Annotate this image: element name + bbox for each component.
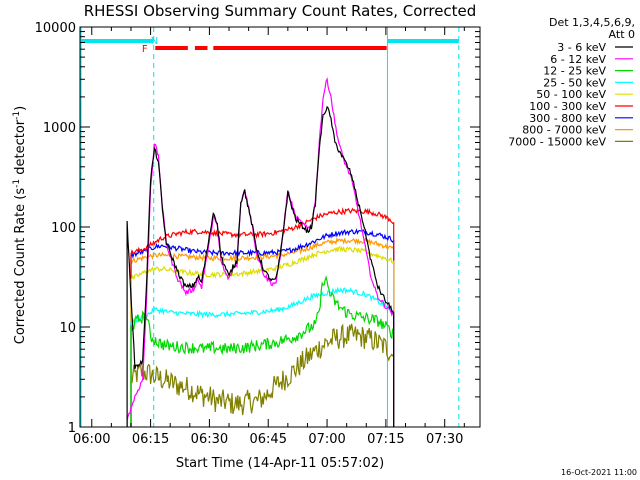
x-tick-label-1: 06:15 xyxy=(132,432,169,447)
series-line-8 xyxy=(130,323,395,427)
y-axis-label-main: Corrected Count Rate (s xyxy=(13,188,28,345)
state-label-n: N xyxy=(151,36,158,47)
x-tick-label-5: 07:15 xyxy=(367,432,404,447)
x-tick-label-6: 07:30 xyxy=(426,432,463,447)
series-line-6 xyxy=(130,228,395,427)
series-line-7 xyxy=(130,236,395,427)
legend-header-2: Att 0 xyxy=(609,28,635,41)
legend-header-1: Det 1,3,4,5,6,9, xyxy=(549,16,635,29)
state-label-f: F xyxy=(142,44,148,55)
x-tick-label-2: 06:30 xyxy=(191,432,228,447)
series-line-3 xyxy=(130,286,395,427)
legend-label-0: 3 - 6 keV xyxy=(557,41,606,54)
plot-frame xyxy=(79,26,481,428)
legend-label-5: 100 - 300 keV xyxy=(529,100,606,113)
plot-area: NF xyxy=(80,27,460,427)
x-tick-label-4: 07:00 xyxy=(308,432,345,447)
y-tick-label-4: 10000 xyxy=(35,21,76,36)
y-axis-label-sup2: -1 xyxy=(12,111,22,120)
y-axis-label-sup1: -1 xyxy=(12,179,22,188)
y-tick-label-0: 1 xyxy=(68,421,76,436)
series-line-0 xyxy=(126,105,395,427)
legend-label-3: 25 - 50 keV xyxy=(543,76,606,89)
x-tick-label-0: 06:00 xyxy=(73,432,110,447)
y-axis-label: Corrected Count Rate (s-1 detector-1) xyxy=(12,106,28,344)
legend-label-8: 7000 - 15000 keV xyxy=(508,135,606,148)
legend-label-2: 12 - 25 keV xyxy=(543,65,606,78)
y-tick-label-1: 10 xyxy=(59,321,76,336)
y-tick-label-2: 100 xyxy=(51,221,76,236)
legend-label-6: 300 - 800 keV xyxy=(529,112,606,125)
series-line-2 xyxy=(130,275,395,427)
legend-label-4: 50 - 100 keV xyxy=(536,88,606,101)
legend-label-7: 800 - 7000 keV xyxy=(522,124,606,137)
x-tick-label-3: 06:45 xyxy=(250,432,287,447)
y-axis-label-end: ) xyxy=(13,106,28,111)
y-axis-label-mid: detector xyxy=(13,119,28,179)
axis-ticks: 06:00 06:15 06:30 06:45 07:00 07:15 07:30 1 10 10… xyxy=(35,21,480,447)
series-line-5 xyxy=(130,206,395,427)
date-stamp: 16-Oct-2021 11:00 xyxy=(561,468,637,477)
y-tick-label-3: 1000 xyxy=(43,121,76,136)
chart-title: RHESSI Observing Summary Count Rates, Co… xyxy=(84,2,477,20)
x-axis-label: Start Time (14-Apr-11 05:57:02) xyxy=(176,456,384,471)
legend-label-1: 6 - 12 keV xyxy=(550,53,606,66)
